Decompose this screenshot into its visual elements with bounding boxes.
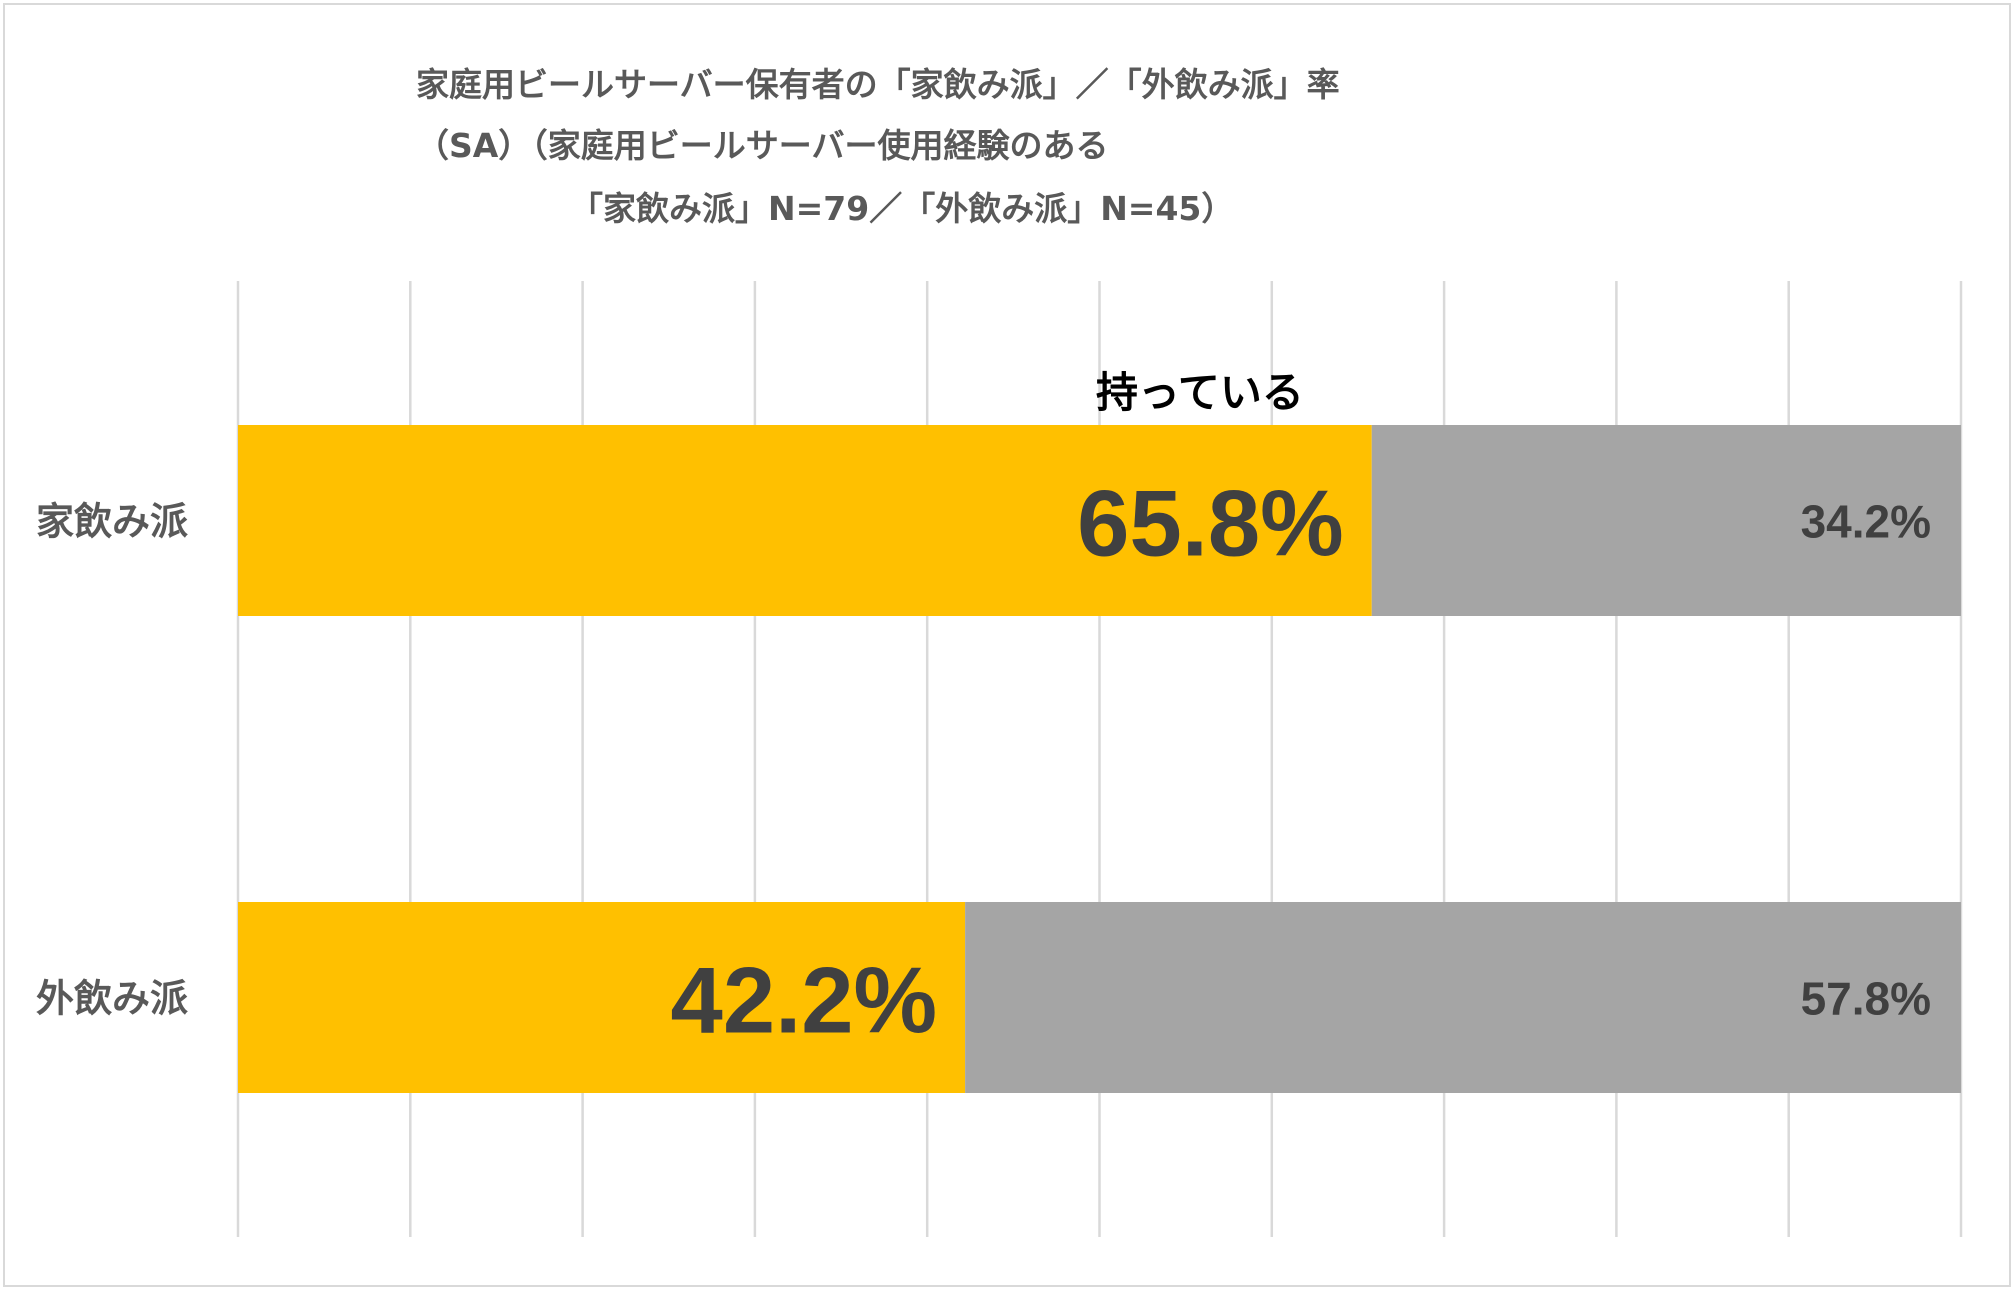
chart-title-line-2: （SA）（家庭用ビールサーバー使用経験のある bbox=[416, 126, 1109, 165]
data-label: 42.2% bbox=[671, 948, 938, 1053]
data-label: 34.2% bbox=[1801, 496, 1931, 548]
chart-frame bbox=[3, 3, 2011, 1287]
bar-segment-1 bbox=[238, 902, 966, 1093]
chart-title-line-3: 「家飲み派」N=79／「外飲み派」N=45） bbox=[570, 189, 1235, 228]
series-label: 持っている bbox=[1096, 368, 1304, 417]
chart-title-line-1: 家庭用ビールサーバー保有者の「家飲み派」／「外飲み派」率 bbox=[416, 65, 1340, 104]
data-label: 65.8% bbox=[1077, 471, 1344, 576]
bar-segment-2 bbox=[965, 902, 1961, 1093]
bar-segment-1 bbox=[238, 425, 1372, 616]
data-label: 57.8% bbox=[1801, 973, 1931, 1025]
bar-segment-2 bbox=[1371, 425, 1961, 616]
category-label: 家飲み派 bbox=[36, 500, 188, 544]
category-label: 外飲み派 bbox=[36, 977, 188, 1021]
